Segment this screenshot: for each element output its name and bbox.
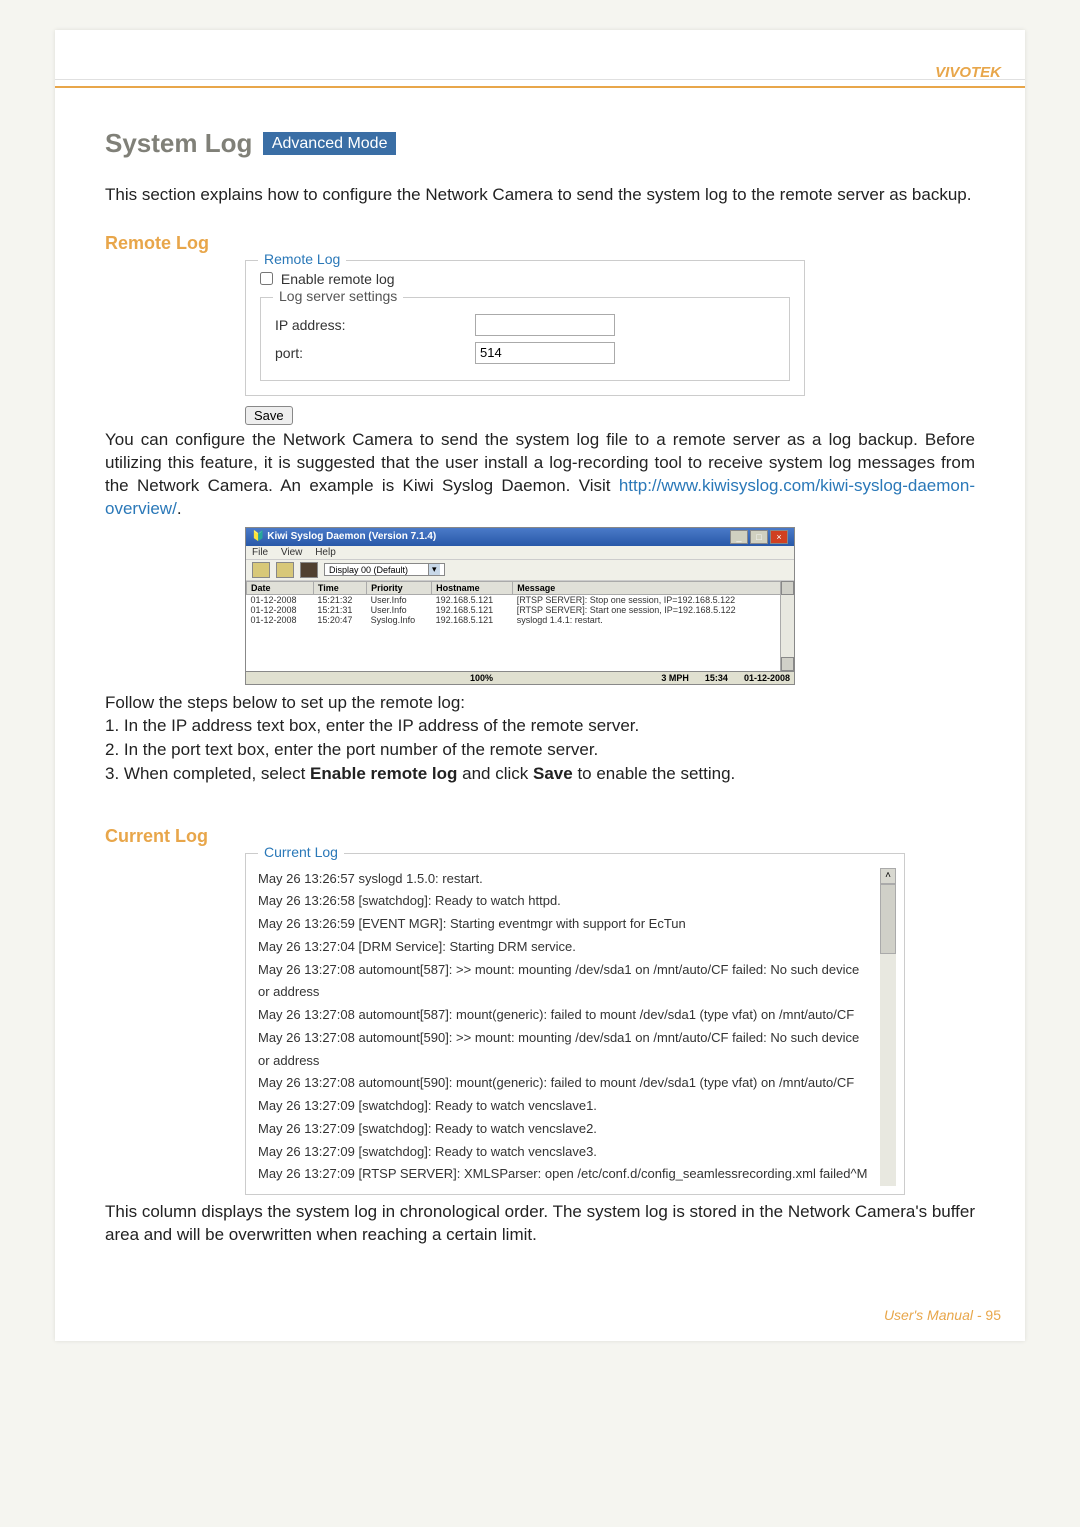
log-line: May 26 13:27:09 [swatchdog]: Ready to wa…	[258, 1095, 874, 1118]
page: VIVOTEK System Log Advanced Mode This se…	[55, 30, 1025, 1341]
table-header-row: Date Time Priority Hostname Message	[247, 581, 794, 594]
kiwi-toolbar: Display 00 (Default)▾	[246, 559, 794, 581]
status-mph: 3 MPH	[661, 673, 689, 683]
current-log-heading: Current Log	[105, 826, 975, 847]
toolbar-icon-2[interactable]	[276, 562, 294, 578]
status-pct: 100%	[470, 673, 493, 683]
brand-label: VIVOTEK	[935, 64, 1001, 81]
log-line: May 26 13:27:04 [DRM Service]: Starting …	[258, 936, 874, 959]
window-controls: _ □ ×	[730, 530, 788, 544]
step-1: 1. In the IP address text box, enter the…	[105, 714, 975, 738]
menu-file[interactable]: File	[252, 547, 268, 558]
maximize-icon[interactable]: □	[750, 530, 768, 544]
scroll-thumb[interactable]	[880, 884, 896, 954]
kiwi-statusbar: 100% 3 MPH 15:34 01-12-2008	[246, 671, 794, 684]
log-line: May 26 13:26:59 [EVENT MGR]: Starting ev…	[258, 913, 874, 936]
current-log-scrollbar[interactable]: ˄	[880, 868, 896, 1187]
status-date: 01-12-2008	[744, 673, 790, 683]
table-row: 01-12-200815:21:31User.Info192.168.5.121…	[247, 605, 794, 615]
remote-log-fieldset: Remote Log Enable remote log Log server …	[245, 260, 805, 396]
remote-log-legend: Remote Log	[258, 251, 346, 267]
table-row: 01-12-200815:20:47Syslog.Info192.168.5.1…	[247, 615, 794, 625]
step-3: 3. When completed, select Enable remote …	[105, 762, 975, 786]
kiwi-titlebar: 🔰 Kiwi Syslog Daemon (Version 7.1.4) _ □…	[246, 528, 794, 546]
log-server-fieldset: Log server settings IP address: port:	[260, 297, 790, 381]
scroll-up-icon[interactable]: ˄	[880, 868, 896, 884]
kiwi-scrollbar[interactable]	[780, 581, 794, 671]
kiwi-table: Date Time Priority Hostname Message 01-1…	[246, 581, 794, 625]
minimize-icon[interactable]: _	[730, 530, 748, 544]
scroll-up-icon[interactable]	[781, 581, 794, 595]
kiwi-window: 🔰 Kiwi Syslog Daemon (Version 7.1.4) _ □…	[245, 527, 795, 685]
scroll-down-icon[interactable]	[781, 657, 794, 671]
col-message: Message	[513, 581, 794, 594]
toolbar-icon-3[interactable]	[300, 562, 318, 578]
current-log-para: This column displays the system log in c…	[105, 1201, 975, 1247]
steps-intro: Follow the steps below to set up the rem…	[105, 691, 975, 715]
remote-para-2: .	[177, 499, 182, 518]
steps-block: Follow the steps below to set up the rem…	[105, 691, 975, 786]
log-line: May 26 13:27:08 automount[590]: >> mount…	[258, 1027, 874, 1073]
log-line: May 26 13:26:57 syslogd 1.5.0: restart.	[258, 868, 874, 891]
enable-remote-label: Enable remote log	[281, 271, 395, 287]
enable-remote-checkbox[interactable]	[260, 272, 273, 285]
status-time: 15:34	[705, 673, 728, 683]
log-line: May 26 13:27:09 [RTSP SERVER]: XMLSParse…	[258, 1163, 874, 1186]
chevron-down-icon: ▾	[428, 564, 440, 575]
content: System Log Advanced Mode This section ex…	[55, 88, 1025, 1277]
enable-remote-row: Enable remote log	[260, 271, 790, 287]
log-line: May 26 13:27:08 automount[587]: >> mount…	[258, 959, 874, 1005]
col-time: Time	[313, 581, 366, 594]
col-hostname: Hostname	[432, 581, 513, 594]
col-date: Date	[247, 581, 314, 594]
ip-input[interactable]	[475, 314, 615, 336]
menu-view[interactable]: View	[281, 547, 303, 558]
page-title: System Log	[105, 128, 252, 158]
log-line: May 26 13:26:58 [swatchdog]: Ready to wa…	[258, 890, 874, 913]
remote-log-heading: Remote Log	[105, 233, 975, 254]
port-row: port:	[275, 342, 775, 364]
kiwi-body: Date Time Priority Hostname Message 01-1…	[246, 581, 794, 671]
ip-row: IP address:	[275, 314, 775, 336]
remote-log-para: You can configure the Network Camera to …	[105, 429, 975, 521]
close-icon[interactable]: ×	[770, 530, 788, 544]
mode-badge: Advanced Mode	[263, 132, 397, 155]
current-log-lines: May 26 13:26:57 syslogd 1.5.0: restart. …	[258, 868, 892, 1187]
log-line: May 26 13:27:09 [swatchdog]: Ready to wa…	[258, 1141, 874, 1164]
title-row: System Log Advanced Mode	[105, 128, 975, 159]
current-log-inner: May 26 13:26:57 syslogd 1.5.0: restart. …	[258, 868, 892, 1187]
table-row: 01-12-200815:21:32User.Info192.168.5.121…	[247, 594, 794, 605]
col-priority: Priority	[367, 581, 432, 594]
step-2: 2. In the port text box, enter the port …	[105, 738, 975, 762]
footer-label: User's Manual -	[884, 1307, 985, 1323]
log-line: May 26 13:27:09 [swatchdog]: Ready to wa…	[258, 1118, 874, 1141]
display-select[interactable]: Display 00 (Default)▾	[324, 563, 445, 576]
save-button[interactable]: Save	[245, 406, 293, 425]
toolbar-icon-1[interactable]	[252, 562, 270, 578]
page-number: 95	[985, 1307, 1001, 1323]
menu-help[interactable]: Help	[315, 547, 336, 558]
ip-label: IP address:	[275, 317, 475, 333]
current-log-legend: Current Log	[258, 844, 344, 860]
footer: User's Manual - 95	[55, 1277, 1025, 1341]
port-label: port:	[275, 345, 475, 361]
log-server-legend: Log server settings	[273, 288, 403, 304]
current-log-box: Current Log May 26 13:26:57 syslogd 1.5.…	[245, 853, 905, 1196]
header-rule	[55, 79, 1025, 80]
port-input[interactable]	[475, 342, 615, 364]
log-line: May 26 13:27:08 automount[590]: mount(ge…	[258, 1072, 874, 1095]
log-line: May 26 13:27:08 automount[587]: mount(ge…	[258, 1004, 874, 1027]
kiwi-menubar: File View Help	[246, 546, 794, 559]
header: VIVOTEK	[55, 30, 1025, 88]
kiwi-title: 🔰 Kiwi Syslog Daemon (Version 7.1.4)	[252, 531, 436, 542]
intro-text: This section explains how to configure t…	[105, 183, 975, 207]
